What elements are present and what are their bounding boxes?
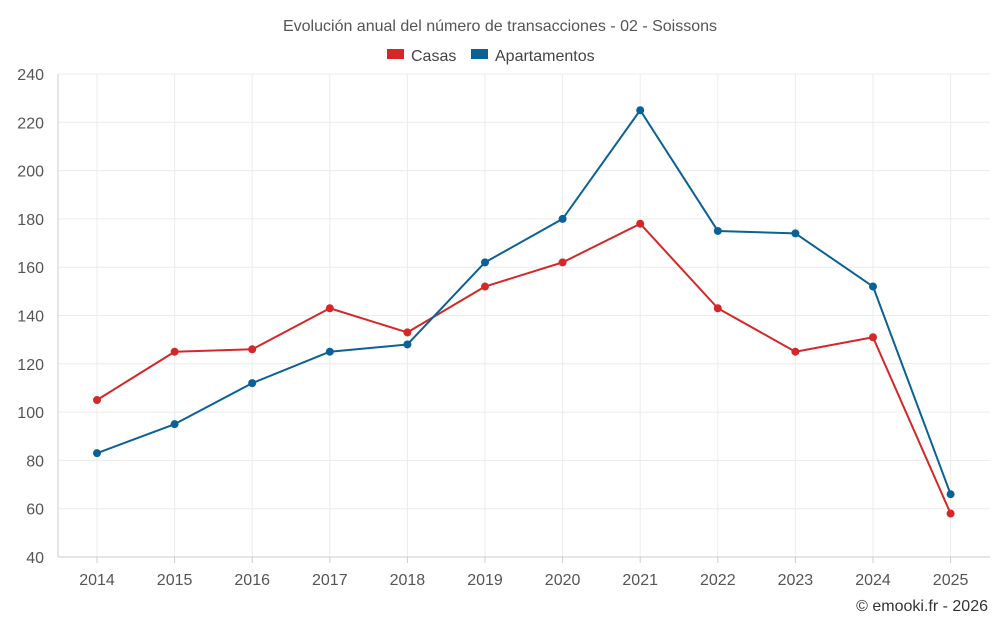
data-point-casas[interactable] [403,328,412,337]
y-tick-label: 40 [26,550,44,567]
y-tick-label: 80 [26,453,44,470]
legend-swatch-casas [387,49,404,59]
data-point-apartamentos[interactable] [791,229,800,238]
y-tick-label: 220 [17,115,44,132]
data-point-apartamentos[interactable] [170,420,179,429]
data-point-casas[interactable] [170,347,179,356]
legend-swatch-apartamentos [471,49,488,59]
axes: 40 60 80 100 120 140 160 180 200 220 240 2014 2015 20… [17,67,990,589]
x-tick-label: 2022 [700,572,736,589]
legend-label-apartamentos: Apartamentos [495,48,595,65]
x-tick-label: 2016 [234,572,270,589]
y-tick-label: 160 [17,260,44,277]
series-line-apartamentos [96,109,952,495]
y-tick-label: 200 [17,164,44,181]
data-point-casas[interactable] [791,347,800,356]
series [93,106,955,518]
data-point-casas[interactable] [946,509,955,518]
chart-title: Evolución anual del número de transaccio… [283,18,717,35]
data-point-apartamentos[interactable] [869,282,877,291]
data-point-casas[interactable] [248,345,257,354]
y-tick-label: 240 [17,67,44,84]
x-tick-label: 2015 [157,572,193,589]
data-point-apartamentos[interactable] [636,106,645,115]
legend: Casas Apartamentos [387,48,595,65]
x-tick-label: 2014 [79,572,115,589]
y-tick-label: 100 [17,405,44,422]
x-tick-label: 2025 [933,572,969,589]
data-point-casas[interactable] [869,333,877,342]
y-tick-label: 180 [17,212,44,229]
data-point-casas[interactable] [636,219,645,228]
y-tick-label: 140 [17,309,44,326]
data-point-casas[interactable] [558,258,567,267]
x-tick-label: 2021 [622,572,658,589]
data-point-apartamentos[interactable] [713,226,722,235]
data-point-apartamentos[interactable] [403,340,412,349]
data-point-casas[interactable] [325,304,334,313]
data-point-apartamentos[interactable] [946,490,955,499]
data-point-casas[interactable] [481,282,489,291]
legend-label-casas: Casas [411,48,456,65]
series-line-casas [96,222,952,514]
data-point-casas[interactable] [93,396,101,405]
x-tick-label: 2018 [390,572,426,589]
data-point-casas[interactable] [713,304,722,313]
y-tick-label: 60 [26,502,44,519]
x-tick-label: 2024 [855,572,891,589]
data-point-apartamentos[interactable] [558,214,567,223]
data-point-apartamentos[interactable] [93,449,101,458]
y-tick-label: 120 [17,357,44,374]
x-tick-label: 2020 [545,572,581,589]
x-tick-label: 2019 [467,572,503,589]
credit-text: © emooki.fr - 2026 [856,598,988,615]
data-point-apartamentos[interactable] [325,347,334,356]
x-tick-label: 2023 [778,572,814,589]
grid [58,73,990,558]
data-point-apartamentos[interactable] [248,379,257,388]
data-point-apartamentos[interactable] [481,258,489,267]
x-tick-label: 2017 [312,572,348,589]
